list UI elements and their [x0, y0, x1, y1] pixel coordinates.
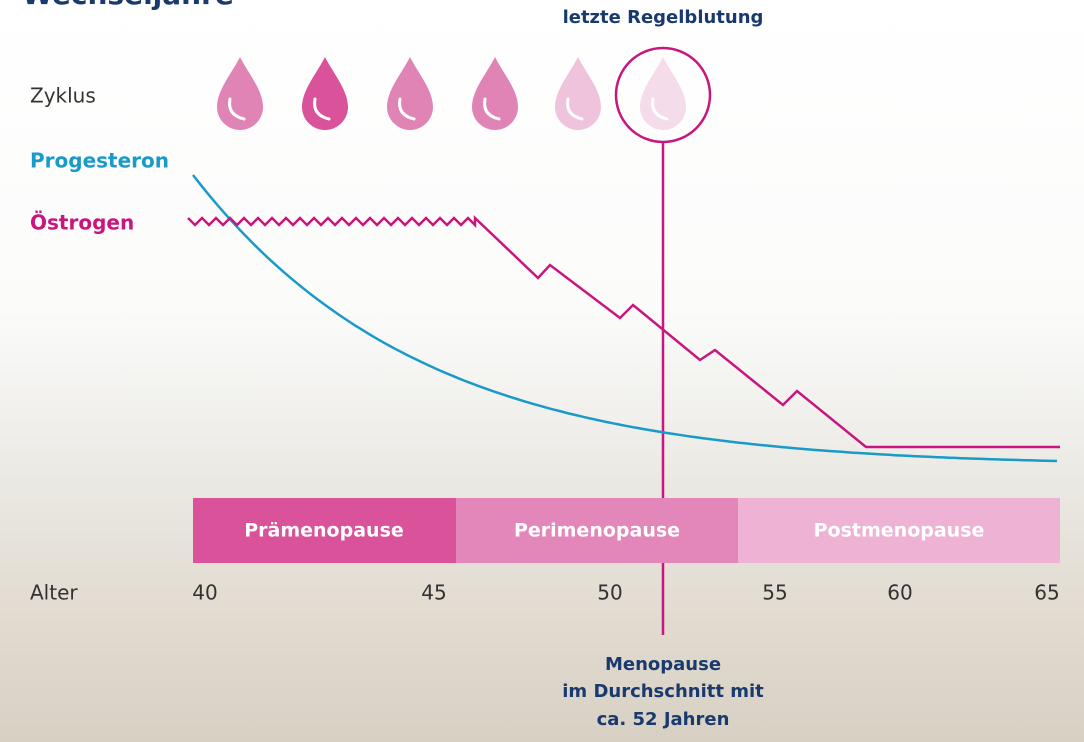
menopause-text: ca. 52 Jahren — [597, 709, 730, 730]
progesterone-label: Progesteron — [30, 149, 169, 173]
cycle-label: Zyklus — [30, 84, 96, 108]
age-tick: 65 — [1034, 581, 1059, 605]
annotation: letzte Regelblutung — [563, 7, 764, 28]
age-tick: 40 — [192, 581, 217, 605]
page: Wechseljahre letzte Regelblutung Zyklus … — [0, 0, 1084, 742]
phase-label: Postmenopause — [814, 520, 985, 542]
phase-label: Perimenopause — [514, 520, 680, 542]
title: Wechseljahre — [22, 0, 234, 11]
background — [0, 0, 1084, 742]
estrogen-label: Östrogen — [30, 211, 134, 235]
menopause-text: im Durchschnitt mit — [562, 681, 764, 702]
phase-label: Prämenopause — [244, 520, 404, 542]
age-tick: 45 — [421, 581, 446, 605]
infographic: Wechseljahre letzte Regelblutung Zyklus … — [0, 0, 1084, 742]
age-label: Alter — [30, 581, 78, 605]
age-tick: 60 — [887, 581, 912, 605]
age-tick: 55 — [762, 581, 787, 605]
age-tick: 50 — [597, 581, 622, 605]
menopause-text: Menopause — [605, 654, 721, 675]
